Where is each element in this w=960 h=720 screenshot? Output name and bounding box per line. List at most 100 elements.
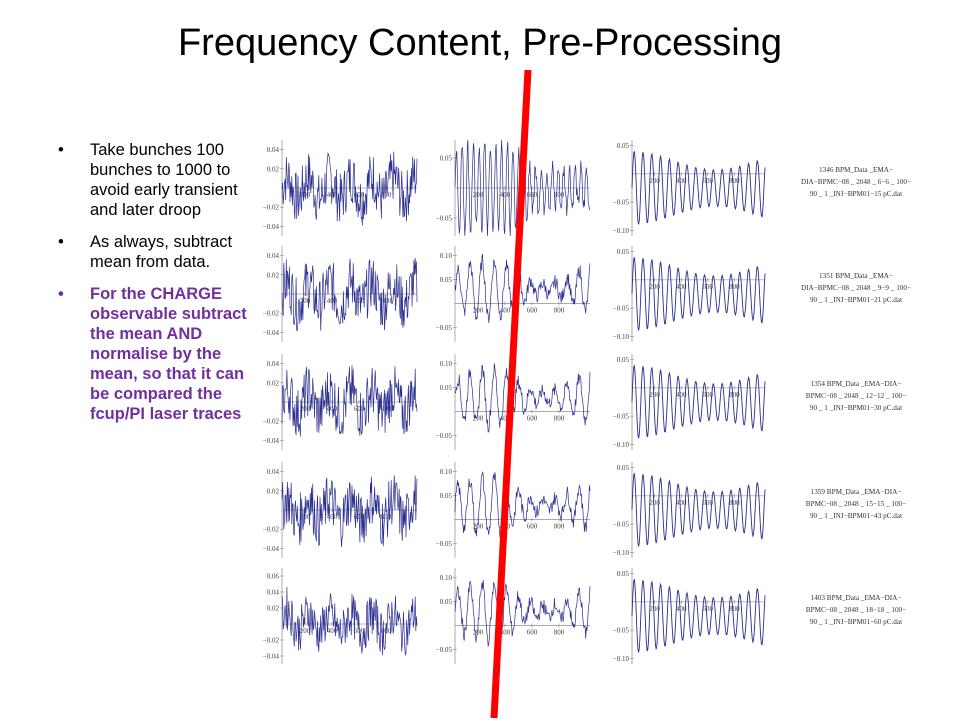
x-tick-label: 600 [703, 605, 714, 613]
x-tick-label: 200 [300, 297, 311, 305]
x-tick-label: 800 [381, 513, 392, 521]
series-trace [631, 256, 766, 331]
y-tick-label: 0.02 [267, 165, 280, 173]
bullet-text: For the CHARGE observable subtract the m… [90, 285, 247, 423]
bullet-dot-icon: • [58, 285, 64, 303]
x-tick-label: 600 [527, 307, 538, 315]
series-trace [631, 364, 766, 439]
row-file-label: 1351 BPM_Data _EMA− [819, 272, 893, 280]
x-tick-label: 600 [527, 629, 538, 637]
x-tick-label: 400 [676, 391, 687, 399]
y-tick-label: 0.05 [440, 492, 453, 500]
y-tick-label: −0.10 [613, 549, 630, 557]
bullet-dot-icon: • [58, 141, 64, 159]
y-tick-label: 0.10 [440, 252, 453, 260]
x-tick-label: 200 [300, 627, 311, 635]
y-tick-label: 0.02 [267, 271, 280, 279]
y-tick-label: −0.04 [263, 653, 280, 661]
x-tick-label: 400 [327, 627, 338, 635]
y-tick-label: 0.02 [267, 487, 280, 495]
row-file-label: 90 _ 1 _INJ−BPM01−60 pC.dat [810, 618, 902, 626]
x-tick-label: 800 [381, 191, 392, 199]
series-trace [454, 579, 591, 647]
x-tick-label: 200 [473, 629, 484, 637]
series-trace [631, 578, 766, 653]
y-tick-label: −0.05 [436, 324, 453, 332]
y-tick-label: 0.02 [267, 379, 280, 387]
bullet-text: As always, subtract mean from data. [90, 233, 233, 271]
row-file-label: BPMC−08 _ 2048 _ 15−15 _ 100− [806, 500, 906, 508]
y-tick-label: −0.02 [263, 418, 280, 426]
x-tick-label: 400 [500, 191, 511, 199]
x-tick-label: 800 [381, 627, 392, 635]
y-tick-label: 0.05 [617, 248, 630, 256]
x-tick-label: 600 [527, 191, 538, 199]
series-trace [631, 472, 766, 547]
x-tick-label: 200 [649, 391, 660, 399]
y-tick-label: 0.04 [267, 360, 280, 368]
row-file-label: 90 _ 1 _INJ−BPM01−30 pC.dat [810, 404, 902, 412]
x-tick-label: 200 [649, 605, 660, 613]
y-tick-label: −0.10 [613, 333, 630, 341]
x-tick-label: 400 [676, 177, 687, 185]
red-annotation-line [490, 69, 532, 719]
x-tick-label: 200 [649, 283, 660, 291]
x-tick-label: 800 [729, 283, 740, 291]
x-tick-label: 200 [473, 523, 484, 531]
series-trace [454, 363, 591, 433]
slide-title: Frequency Content, Pre-Processing [177, 22, 783, 64]
series-trace [281, 365, 418, 437]
x-tick-label: 400 [500, 415, 511, 423]
y-tick-label: 0.06 [267, 573, 280, 581]
x-tick-label: 400 [676, 605, 687, 613]
y-tick-label: −0.04 [263, 437, 280, 445]
y-tick-label: −0.04 [263, 329, 280, 337]
x-tick-label: 600 [354, 405, 365, 413]
row-file-label: DIA−BPMC−08 _ 2048 _ 9−9 _ 100− [801, 284, 911, 292]
row-file-label: 1359 BPM_Data _EMA−DIA− [811, 488, 902, 496]
x-tick-label: 400 [327, 513, 338, 521]
y-tick-label: −0.05 [436, 646, 453, 654]
y-tick-label: −0.02 [263, 637, 280, 645]
x-tick-label: 200 [473, 191, 484, 199]
series-trace [281, 586, 418, 656]
x-tick-label: 200 [649, 499, 660, 507]
series-trace [631, 150, 766, 225]
x-tick-label: 200 [649, 177, 660, 185]
y-tick-label: −0.05 [613, 627, 630, 635]
series-trace [281, 475, 418, 548]
row-file-label: BPMC−08 _ 2048 _ 12−12 _ 100− [806, 392, 906, 400]
y-tick-label: −0.02 [263, 204, 280, 212]
y-tick-label: 0.05 [617, 570, 630, 578]
y-tick-label: 0.04 [267, 589, 280, 597]
series-trace [281, 257, 418, 331]
y-tick-label: −0.05 [436, 215, 453, 223]
y-tick-label: −0.05 [613, 199, 630, 207]
x-tick-label: 800 [729, 499, 740, 507]
y-tick-label: −0.05 [436, 540, 453, 548]
x-tick-label: 400 [676, 283, 687, 291]
bullet-item: • As always, subtract mean from data. [58, 232, 258, 272]
x-tick-label: 800 [729, 391, 740, 399]
x-tick-label: 600 [703, 499, 714, 507]
bullet-item: • Take bunches 100 bunches to 1000 to av… [58, 140, 258, 220]
x-tick-label: 600 [527, 415, 538, 423]
y-tick-label: 0.02 [267, 605, 280, 613]
x-tick-label: 600 [354, 191, 365, 199]
series-trace [454, 253, 591, 323]
x-tick-label: 800 [554, 307, 565, 315]
x-tick-label: 800 [381, 297, 392, 305]
x-tick-label: 600 [703, 177, 714, 185]
series-trace [454, 470, 591, 538]
row-file-label: 90 _ 1 _INJ−BPM01−21 pC.dat [810, 296, 902, 304]
y-tick-label: 0.05 [440, 598, 453, 606]
x-tick-label: 800 [554, 629, 565, 637]
y-tick-label: −0.04 [263, 545, 280, 553]
row-file-label: 1354 BPM_Data _EMA−DIA− [811, 380, 902, 388]
y-tick-label: −0.10 [613, 441, 630, 449]
y-tick-label: 0.10 [440, 574, 453, 582]
x-tick-label: 600 [703, 283, 714, 291]
row-file-label: 1403 BPM_Data _EMA−DIA− [811, 594, 902, 602]
y-tick-label: −0.05 [613, 521, 630, 529]
